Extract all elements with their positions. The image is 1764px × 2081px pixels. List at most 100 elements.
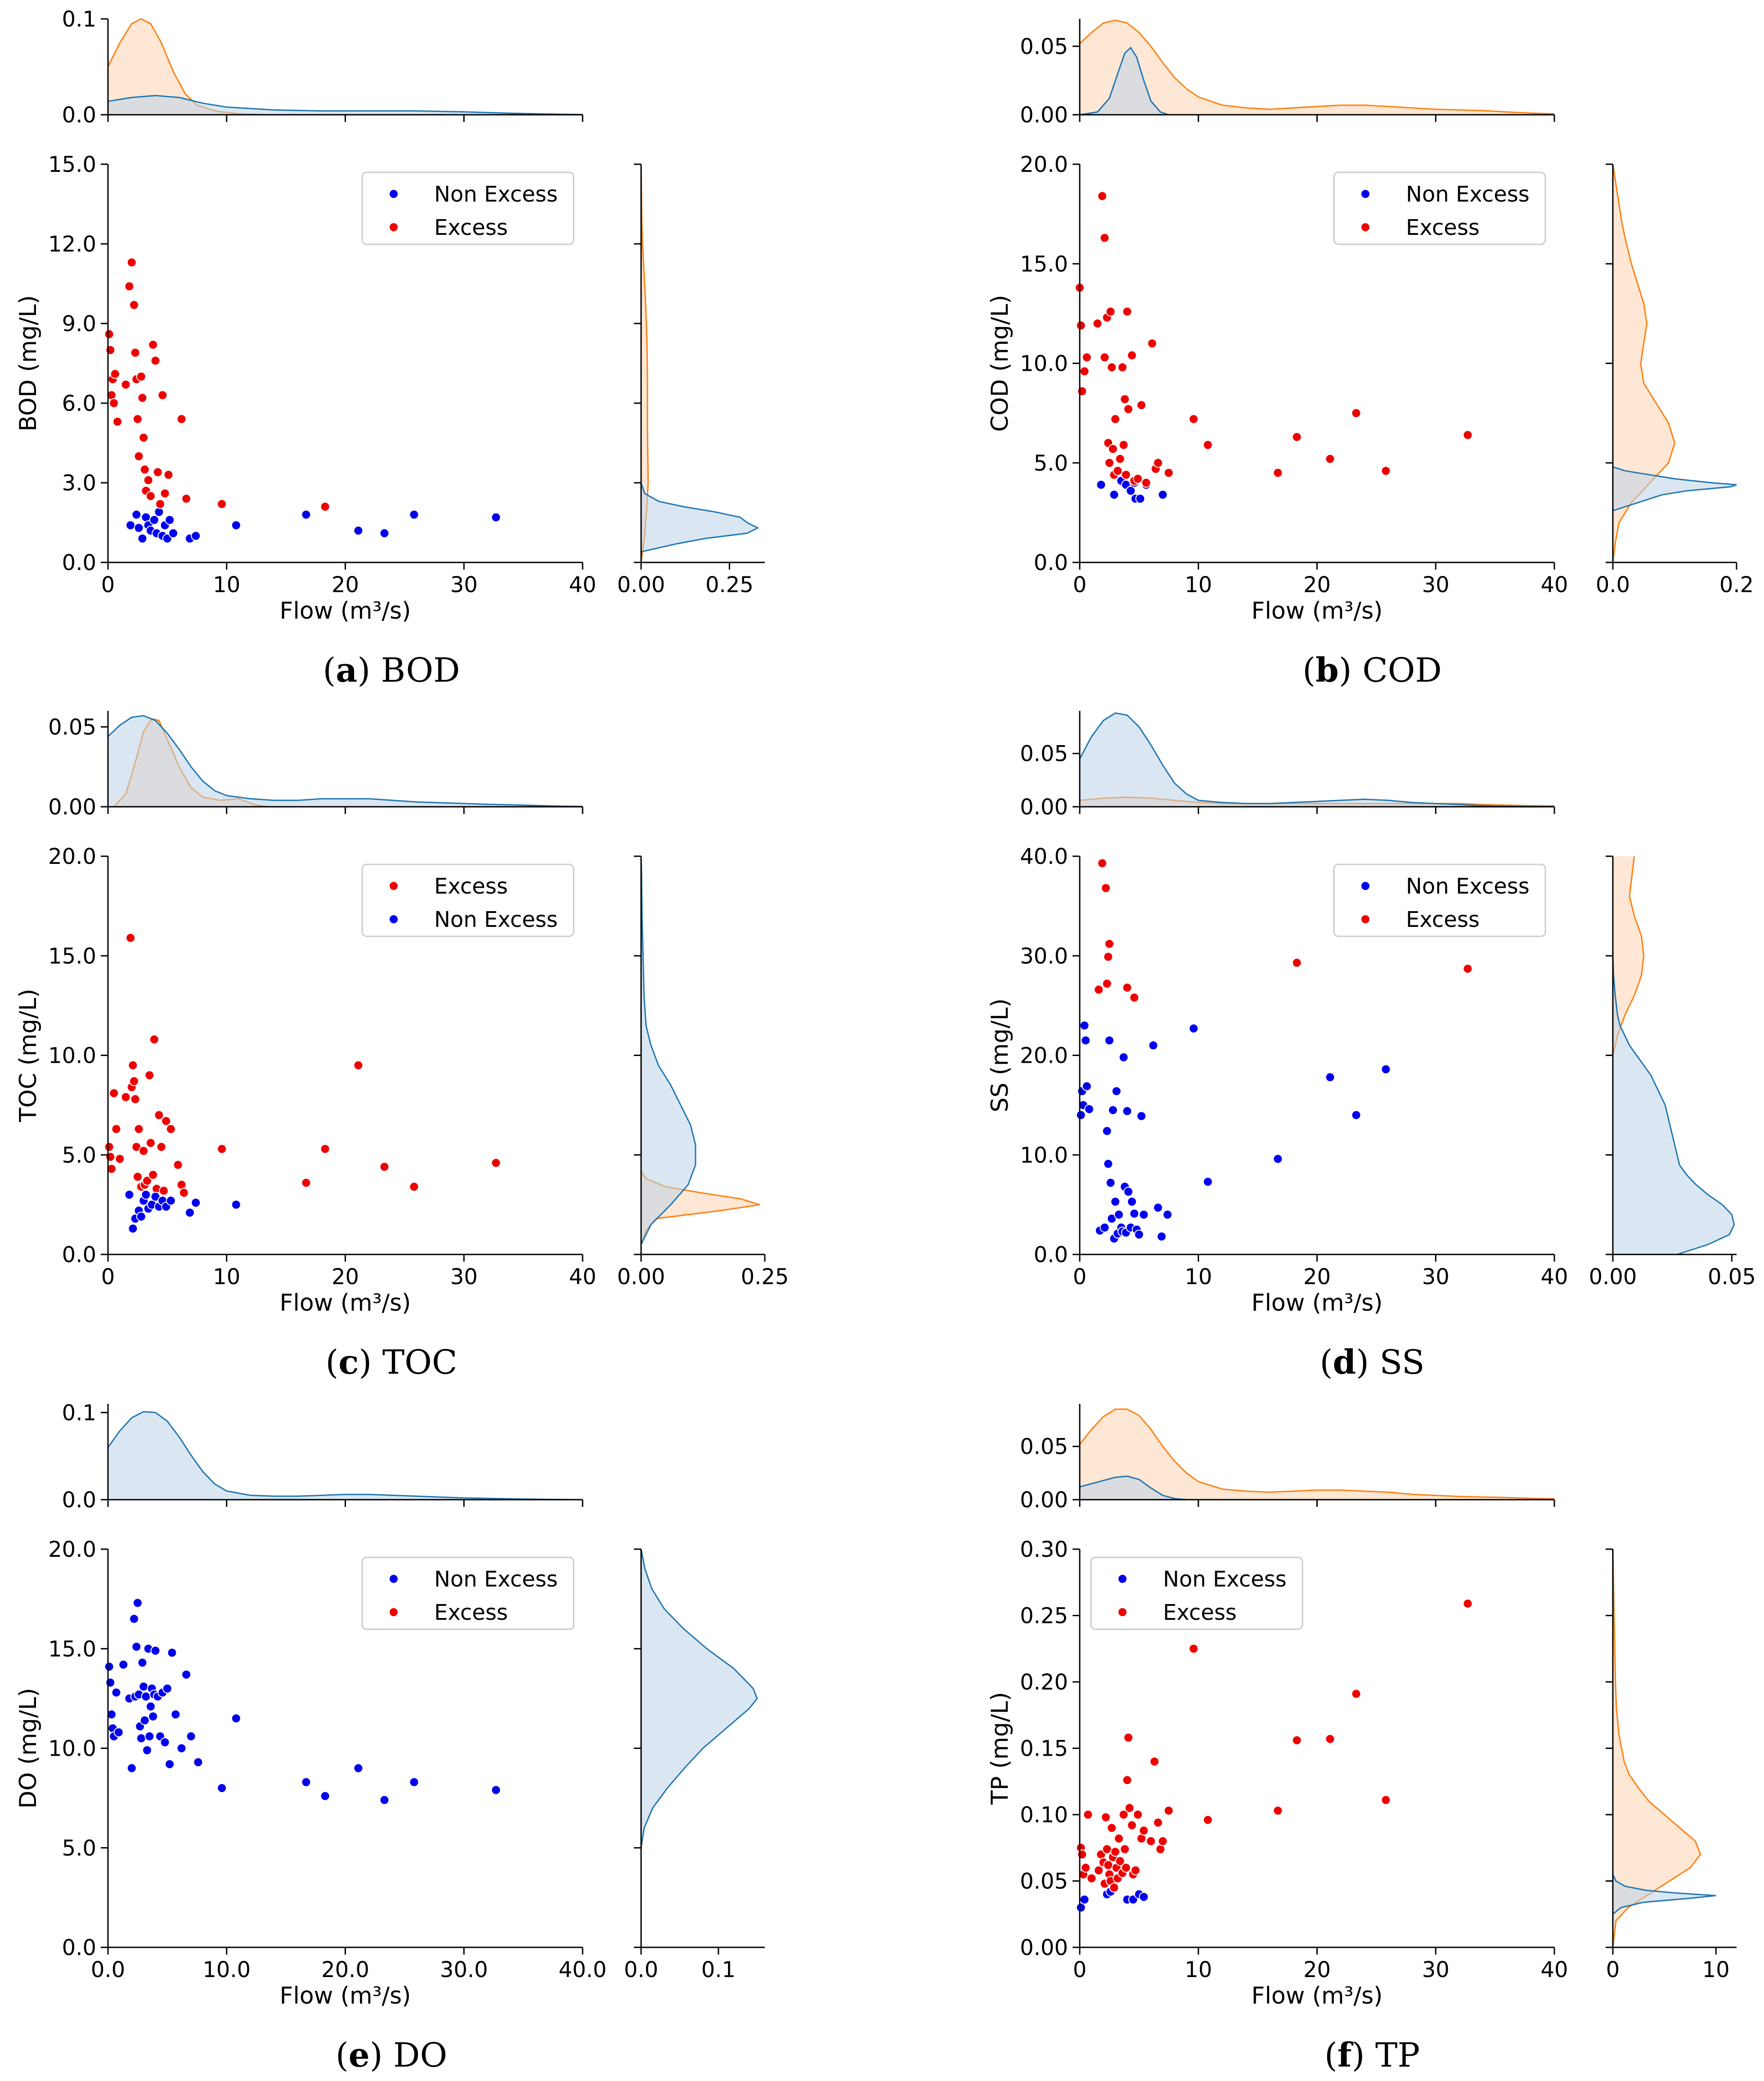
top-kde-non-excess-line [1079, 1475, 1187, 1501]
x-axis-label: Flow (m³/s) [1252, 598, 1383, 625]
y-axis-label: BOD (mg/L) [15, 295, 42, 431]
data-point [136, 372, 146, 382]
data-point [1121, 1863, 1131, 1873]
data-point [126, 257, 137, 268]
panel-caption: (c) TOC [326, 1343, 458, 1382]
top-kde-plot: 0.0 0.1 [62, 7, 584, 128]
top-kde-non-excess-fill [1080, 47, 1169, 115]
panel-do: 0.0 0.1 0.0 0.1 0.0 10.0 20.0 30.0 40.0 0.0 5.0 10.… [15, 1400, 765, 2075]
data-point [132, 1172, 143, 1182]
data-point [1135, 494, 1145, 504]
right-kde-excess-fill [641, 164, 648, 562]
data-point [491, 1785, 501, 1795]
legend-box [361, 1556, 575, 1630]
x-tick-label: 40 [1540, 1957, 1568, 1982]
right-kde-plot: 0.00 0.05 [1589, 855, 1756, 1290]
y-axis-label: TP (mg/L) [987, 1692, 1014, 1805]
data-point [1292, 1735, 1302, 1745]
caption-letter: d [1333, 1343, 1356, 1382]
x-tick-label: 0 [101, 572, 115, 598]
data-point [150, 1645, 161, 1656]
right-kde-excess-line [1612, 1549, 1701, 1948]
right-kde-non-excess-fill [1613, 1874, 1716, 1915]
data-point [171, 1709, 181, 1720]
data-point [109, 398, 119, 408]
legend-box [1090, 1556, 1303, 1630]
x-tick-label: 40 [1540, 572, 1568, 598]
series-non-excess [126, 507, 501, 544]
top-kde-non-excess-line [107, 715, 583, 807]
data-point [1273, 1806, 1283, 1816]
top-kde-plot: 0.00 0.05 [1020, 1404, 1555, 1513]
data-point [1122, 1775, 1132, 1785]
data-point [353, 1763, 364, 1773]
data-point [1133, 474, 1143, 484]
data-point [1149, 1757, 1160, 1766]
data-point [1121, 470, 1131, 480]
scatter-plot: 0 10 20 30 40 0.0 5.0 10.0 15.0 20.0 Flow (m³/s) CO… [987, 152, 1568, 625]
y-tick-label: 0.15 [1020, 1736, 1068, 1762]
data-point [134, 451, 144, 461]
data-point [1076, 1902, 1086, 1913]
y-tick-label: 10.0 [48, 1736, 96, 1762]
data-point [1102, 979, 1112, 989]
data-point [165, 515, 175, 525]
data-point [1109, 490, 1119, 500]
data-point [1381, 1064, 1391, 1074]
data-point [105, 345, 116, 355]
data-point [1163, 1209, 1173, 1220]
right-kde-non-excess-line [1612, 956, 1735, 1255]
data-point [115, 1154, 125, 1164]
data-point [106, 1709, 117, 1720]
caption-letter: f [1338, 2036, 1354, 2075]
data-point [154, 507, 164, 517]
caption-paren-open: ( [1320, 1343, 1333, 1382]
y-tick-label: 5.0 [62, 1836, 96, 1861]
data-point [1158, 1836, 1168, 1846]
x-tick-label: 40.0 [559, 1957, 607, 1982]
data-point [1118, 1810, 1129, 1820]
y-tick-label: 30.0 [1020, 944, 1068, 969]
y-axis-label: DO (mg/L) [15, 1688, 42, 1808]
data-point [1077, 1849, 1087, 1860]
x-tick-label: 30 [1422, 1264, 1450, 1290]
data-point [1097, 191, 1108, 201]
data-point [1123, 404, 1134, 414]
data-point [1079, 1020, 1090, 1031]
legend-box [1333, 863, 1546, 937]
data-point [231, 1200, 241, 1210]
data-point [1076, 320, 1086, 331]
data-point [1117, 362, 1127, 373]
y-tick-label: 0.30 [1020, 1537, 1068, 1562]
data-point [110, 369, 120, 379]
data-point [1077, 386, 1087, 396]
data-point [141, 1190, 151, 1200]
panel-tp: 0.00 0.05 0 10 0 10 20 30 40 0.00 0.05 0.10 0.15 0.20… [987, 1404, 1737, 2075]
data-point [1081, 1035, 1091, 1046]
data-point [1082, 1081, 1092, 1092]
data-point [1351, 408, 1361, 418]
series-non-excess [1076, 1020, 1391, 1244]
data-point [137, 393, 148, 403]
x-axis-label: Flow (m³/s) [280, 1290, 411, 1317]
data-point [1113, 466, 1123, 476]
scatter-plot: 0 10 20 30 40 0.0 5.0 10.0 15.0 20.0 Flow (m³/s) TO… [15, 844, 597, 1317]
data-point [148, 340, 158, 350]
x-tick-label: 10 [213, 572, 240, 598]
legend-marker [389, 881, 399, 891]
data-point [105, 1677, 116, 1688]
data-point [1153, 458, 1163, 468]
data-point [139, 464, 150, 475]
panel-caption: (f) TP [1324, 2036, 1420, 2075]
data-point [129, 300, 139, 310]
x-tick-label: 10.0 [202, 1957, 251, 1982]
data-point [134, 523, 144, 533]
data-point [217, 499, 227, 509]
data-point [181, 494, 192, 504]
data-point [1081, 1863, 1091, 1873]
top-kde-ytick-label: 0.00 [1020, 103, 1068, 128]
data-point [1103, 1860, 1113, 1870]
series-excess [1075, 191, 1473, 488]
right-kde-xtick-label: 0.25 [741, 1264, 789, 1290]
